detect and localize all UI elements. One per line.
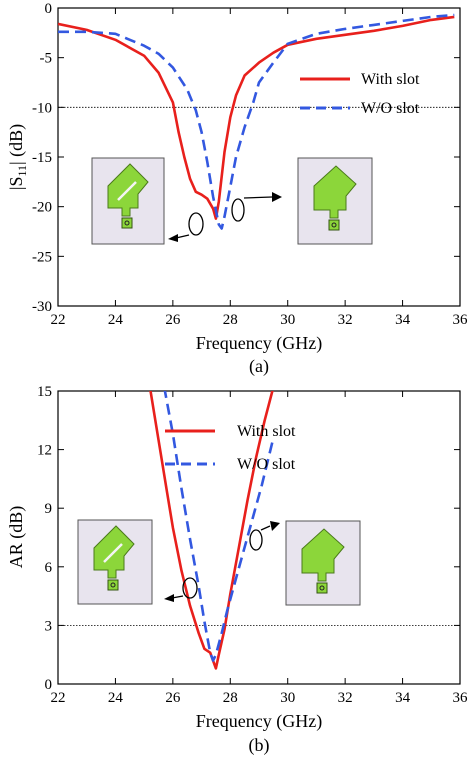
annotation-b xyxy=(164,521,280,602)
inset-b-with-slot xyxy=(77,519,153,605)
y-tick-label-b-0: 0 xyxy=(45,677,53,693)
legend-b: With slot W/O slot xyxy=(165,423,296,473)
plot-frame-a xyxy=(57,7,461,307)
chart-a: 22 24 26 28 30 32 34 36 0 -5 -10 -15 -20 -25 -30 With … xyxy=(6,1,468,377)
y-axis-label-a-tail: | (dB) xyxy=(6,124,27,165)
x-axis-label-a: Frequency (GHz) xyxy=(196,333,322,354)
y-axis-label-a: |S11| (dB) xyxy=(6,124,29,190)
legend-b-label-with-slot: With slot xyxy=(237,423,296,440)
x-tick-label-a-1: 24 xyxy=(108,312,124,328)
y-tick-label-b-1: 3 xyxy=(45,618,53,634)
series-line-a-with-slot xyxy=(58,15,455,220)
x-tick-label-b-3: 28 xyxy=(223,690,238,706)
x-tick-label-a-5: 32 xyxy=(338,312,353,328)
x-axis-label-b: Frequency (GHz) xyxy=(196,711,322,732)
y-tick-label-a-5: -25 xyxy=(32,249,52,265)
annotation-a xyxy=(168,192,282,242)
y-axis-label-b: AR (dB) xyxy=(6,506,27,569)
inset-a-without-slot xyxy=(297,157,373,245)
inset-a-with-slot xyxy=(91,157,165,245)
x-tick-label-a-3: 28 xyxy=(223,312,238,328)
y-axis-label-a-main: |S xyxy=(6,177,26,191)
legend-a-label-with-slot: With slot xyxy=(361,71,420,88)
caption-a: (a) xyxy=(249,356,269,377)
legend-b-label-without-slot: W/O slot xyxy=(237,456,296,473)
ticks-a: 22 24 26 28 30 32 34 36 0 -5 -10 -15 -20 -25 -30 xyxy=(32,1,468,328)
x-tick-label-b-6: 34 xyxy=(395,690,411,706)
x-tick-label-a-4: 30 xyxy=(280,312,295,328)
y-tick-label-a-0: 0 xyxy=(45,1,53,17)
legend-a-label-without-slot: W/O slot xyxy=(361,100,420,117)
x-tick-label-b-7: 36 xyxy=(453,690,469,706)
x-tick-label-b-0: 22 xyxy=(51,690,66,706)
plot-frame-b xyxy=(57,390,461,685)
x-tick-label-b-5: 32 xyxy=(338,690,353,706)
x-tick-label-a-7: 36 xyxy=(453,312,469,328)
x-tick-label-b-4: 30 xyxy=(280,690,295,706)
series-b xyxy=(149,391,275,670)
y-tick-label-b-3: 9 xyxy=(45,501,53,517)
y-tick-label-a-3: -15 xyxy=(32,150,52,166)
x-tick-label-a-2: 26 xyxy=(165,312,181,328)
y-tick-label-b-2: 6 xyxy=(45,560,53,576)
x-tick-label-a-0: 22 xyxy=(51,312,66,328)
y-tick-label-b-5: 15 xyxy=(37,384,52,400)
series-line-b-without-slot xyxy=(163,391,275,662)
series-a xyxy=(58,13,455,230)
y-tick-label-a-1: -5 xyxy=(40,51,53,67)
y-tick-label-b-4: 12 xyxy=(37,443,52,459)
x-tick-label-b-2: 26 xyxy=(165,690,181,706)
y-tick-label-a-2: -10 xyxy=(32,100,52,116)
inset-b-without-slot xyxy=(285,520,361,606)
legend-a: With slot W/O slot xyxy=(300,71,420,117)
x-tick-label-b-1: 24 xyxy=(108,690,124,706)
y-tick-label-a-6: -30 xyxy=(32,299,52,315)
x-tick-label-a-6: 34 xyxy=(395,312,411,328)
y-axis-label-a-sub: 11 xyxy=(15,165,29,177)
y-tick-label-a-4: -20 xyxy=(32,200,52,216)
caption-b: (b) xyxy=(249,735,270,756)
